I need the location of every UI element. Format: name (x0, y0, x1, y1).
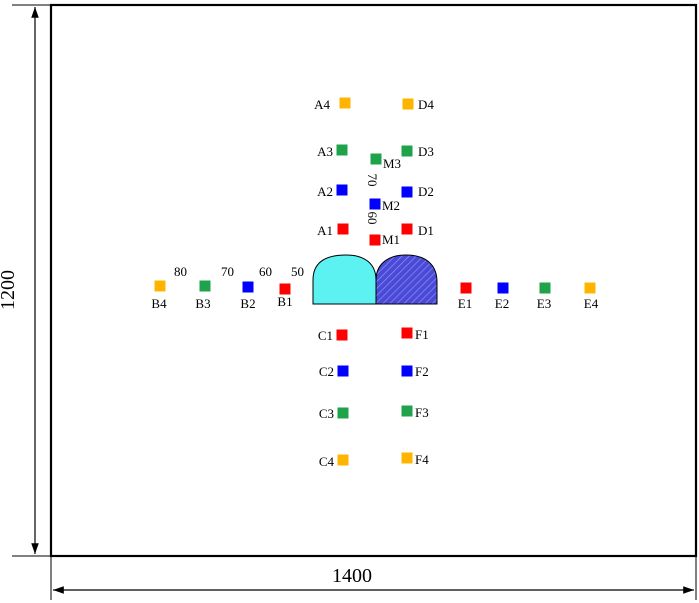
monitoring-point-e4: E4 (584, 282, 599, 311)
point-label: A4 (314, 97, 330, 112)
monitoring-point-c2: C2 (319, 364, 349, 379)
point-label: C3 (319, 406, 334, 421)
point-label: D3 (418, 144, 434, 159)
width-dimension-label: 1400 (332, 565, 372, 587)
point-label: F3 (415, 405, 429, 420)
point-label: C2 (319, 364, 334, 379)
monitoring-point-c4: C4 (319, 454, 349, 469)
point-label: B4 (151, 296, 167, 311)
monitoring-point-b1: B1 (277, 283, 293, 309)
point-marker (401, 327, 413, 339)
monitoring-point-e1: E1 (458, 282, 472, 311)
monitoring-point-d1: D1 (401, 223, 434, 238)
point-marker (460, 282, 472, 294)
point-marker (337, 365, 349, 377)
point-marker (336, 184, 348, 196)
point-marker (369, 234, 381, 246)
monitoring-point-a4: A4 (314, 97, 351, 112)
point-label: M3 (383, 156, 401, 171)
point-label: F4 (415, 452, 429, 467)
point-marker (337, 223, 349, 235)
point-label: A2 (317, 184, 333, 199)
point-label: B2 (240, 296, 255, 311)
point-marker (369, 198, 381, 210)
monitoring-point-f1: F1 (401, 327, 429, 342)
spacing-label-b2-b1: 60 (259, 264, 272, 279)
spacing-label-b4-b3: 80 (174, 264, 187, 279)
monitoring-point-f3: F3 (401, 405, 429, 420)
point-marker (154, 280, 166, 292)
monitoring-point-e2: E2 (495, 282, 509, 311)
point-label: E3 (537, 296, 551, 311)
tunnel-left-section (312, 254, 377, 305)
point-marker (199, 280, 211, 292)
point-marker (497, 282, 509, 294)
monitoring-point-a1: A1 (317, 223, 349, 238)
monitoring-point-b2: B2 (240, 281, 256, 311)
monitoring-point-b3: B3 (195, 280, 211, 311)
point-marker (336, 329, 348, 341)
point-label: F1 (415, 327, 429, 342)
monitoring-point-c3: C3 (319, 406, 349, 421)
monitoring-point-a2: A2 (317, 184, 348, 199)
point-label: E4 (584, 296, 599, 311)
point-marker (279, 283, 291, 295)
monitoring-point-m2: M2 (369, 198, 400, 213)
monitoring-point-d4: D4 (402, 97, 434, 112)
spacing-label-m3-m2: 70 (365, 174, 380, 187)
point-marker (337, 407, 349, 419)
point-label: B1 (277, 294, 292, 309)
spacing-label-b1-tunnel: 50 (291, 264, 304, 279)
height-dimension-label: 1200 (0, 270, 19, 310)
monitoring-point-b4: B4 (151, 280, 167, 311)
point-marker (401, 223, 413, 235)
monitoring-point-d3: D3 (401, 144, 434, 159)
point-marker (337, 454, 349, 466)
point-marker (402, 98, 414, 110)
monitoring-point-f2: F2 (401, 364, 429, 379)
point-marker (401, 186, 413, 198)
monitoring-points: A4 A3 A2 A1 D4 D3 D2 D1 M3 M2 M1 B4 B3 B2 B1 E1 E2 E3 E4 C1… (151, 97, 598, 469)
tunnel-right-section (375, 254, 438, 305)
model-boundary (49, 3, 698, 558)
point-label: C1 (318, 328, 333, 343)
point-marker (401, 365, 413, 377)
monitoring-point-e3: E3 (537, 282, 551, 311)
point-marker (339, 97, 351, 109)
point-label: A3 (317, 144, 333, 159)
spacing-label-b3-b2: 70 (221, 264, 234, 279)
point-marker (336, 144, 348, 156)
point-label: E1 (458, 296, 472, 311)
point-marker (242, 281, 254, 293)
point-label: E2 (495, 296, 509, 311)
point-marker (401, 405, 413, 417)
monitoring-point-d2: D2 (401, 184, 434, 199)
point-label: F2 (415, 364, 429, 379)
point-label: B3 (195, 296, 210, 311)
monitoring-point-c1: C1 (318, 328, 348, 343)
point-marker (401, 452, 413, 464)
point-label: A1 (317, 223, 333, 238)
monitoring-point-f4: F4 (401, 452, 429, 467)
point-label: D4 (418, 97, 434, 112)
point-marker (401, 145, 413, 157)
point-marker (539, 282, 551, 294)
point-label: C4 (319, 454, 335, 469)
point-label: D1 (418, 223, 434, 238)
monitoring-point-m3: M3 (370, 153, 401, 171)
point-marker (370, 153, 382, 165)
point-label: M1 (382, 232, 400, 247)
monitoring-point-m1: M1 (369, 232, 400, 247)
monitoring-point-a3: A3 (317, 144, 348, 159)
point-label: D2 (418, 184, 434, 199)
spacing-label-m2-m1: 60 (365, 212, 380, 225)
point-marker (584, 282, 596, 294)
point-label: M2 (382, 198, 400, 213)
